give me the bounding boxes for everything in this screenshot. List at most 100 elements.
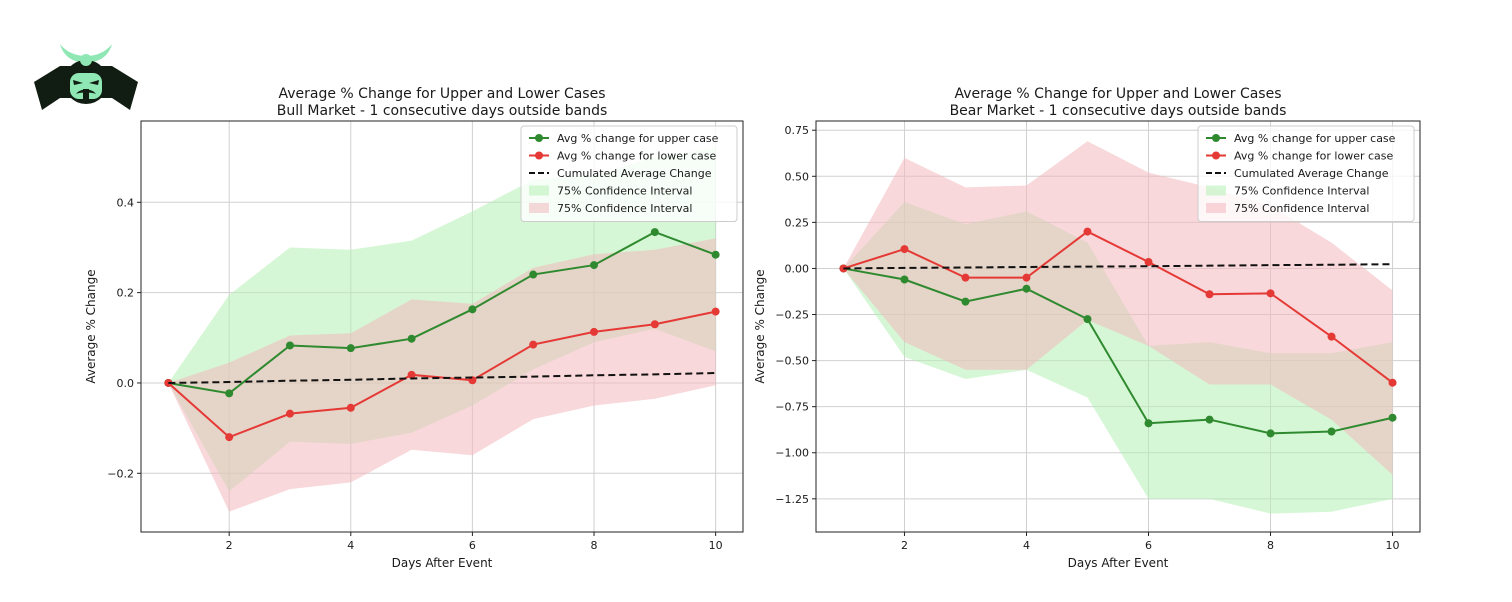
legend-label: Cumulated Average Change — [1234, 167, 1389, 180]
lower-case-point — [650, 320, 659, 329]
legend-label: Avg % change for lower case — [557, 150, 717, 163]
chart-subtitle: Bear Market - 1 consecutive days outside… — [950, 103, 1287, 119]
x-tick-label: 8 — [591, 539, 598, 552]
y-tick-label: 0.2 — [117, 287, 135, 300]
y-axis-label: Average % Change — [84, 269, 98, 383]
lower-case-point — [590, 327, 599, 336]
upper-case-point — [1205, 415, 1214, 424]
lower-case-point — [529, 340, 538, 349]
y-tick-label: 0.0 — [117, 377, 135, 390]
x-tick-label: 6 — [469, 539, 476, 552]
upper-case-point — [711, 250, 720, 259]
upper-case-point — [1083, 315, 1092, 324]
x-tick-label: 10 — [709, 539, 723, 552]
lower-case-point — [1266, 289, 1275, 298]
samurai-helmet-logo-icon — [34, 44, 138, 110]
upper-case-point — [407, 334, 416, 343]
legend-label: Avg % change for upper case — [557, 132, 719, 145]
x-tick-label: 2 — [226, 539, 233, 552]
lower-case-point — [711, 307, 720, 316]
lower-case-point — [1327, 332, 1336, 341]
upper-case-point — [1144, 419, 1153, 428]
y-tick-label: −0.25 — [775, 309, 809, 322]
upper-case-line — [168, 231, 716, 395]
x-axis-label: Days After Event — [1068, 556, 1169, 570]
plot-frame — [140, 120, 744, 533]
x-axis-label: Days After Event — [392, 556, 493, 570]
legend-label: 75% Confidence Interval — [557, 202, 692, 215]
upper-case-point — [590, 261, 599, 270]
y-tick-label: 0.75 — [785, 124, 810, 137]
y-axis-label: Average % Change — [753, 269, 767, 383]
legend-marker-swatch — [535, 134, 543, 142]
upper-case-point — [225, 389, 234, 398]
y-tick-label: −0.2 — [107, 467, 134, 480]
cumulated-average-line — [168, 372, 716, 384]
legend-band-swatch — [1206, 203, 1226, 213]
chart-2: Average % Change for Upper and Lower Cas… — [753, 86, 1421, 570]
upper-case-point — [1327, 427, 1336, 436]
x-tick-label: 10 — [1386, 539, 1400, 552]
lower-case-point — [1083, 227, 1092, 236]
x-tick-label: 2 — [901, 539, 908, 552]
legend-band-swatch — [529, 185, 549, 196]
lower-case-point — [1388, 378, 1397, 387]
legend: Avg % change for upper case Avg % change … — [520, 125, 738, 222]
legend-label: 75% Confidence Interval — [1234, 202, 1369, 215]
legend-box — [1197, 125, 1415, 222]
y-tick-label: −0.75 — [775, 401, 809, 414]
upper-case-point — [1388, 413, 1397, 422]
x-tick-label: 6 — [1145, 539, 1152, 552]
lower-case-point — [1205, 290, 1214, 299]
upper-case-line — [843, 267, 1393, 435]
upper-case-point — [529, 270, 538, 279]
x-tick-label: 8 — [1267, 539, 1274, 552]
y-tick-label: 0.25 — [785, 216, 810, 229]
legend-marker-swatch — [1212, 151, 1220, 160]
upper-case-point — [900, 275, 909, 284]
lower-case-point — [285, 409, 294, 418]
legend-box — [520, 125, 738, 222]
legend-label: 75% Confidence Interval — [557, 185, 692, 198]
lower-case-line — [167, 310, 716, 439]
upper-case-point — [285, 341, 294, 350]
lower-case-point — [225, 433, 234, 442]
cumulated-average-line — [843, 263, 1393, 270]
y-tick-label: −1.25 — [775, 493, 809, 506]
y-tick-label: 0.00 — [785, 262, 810, 275]
legend-marker-swatch — [1212, 134, 1220, 142]
upper-case-point — [1022, 284, 1031, 293]
y-tick-label: 0.50 — [785, 170, 810, 183]
legend-band-swatch — [529, 203, 549, 213]
y-tick-label: −0.50 — [775, 355, 809, 368]
lower-case-point — [1022, 273, 1031, 282]
lower-case-point — [900, 245, 909, 254]
confidence-band-lower — [168, 238, 716, 512]
lower-case-point — [346, 403, 355, 412]
x-tick-label: 4 — [347, 539, 354, 552]
chart-title: Average % Change for Upper and Lower Cas… — [954, 86, 1281, 102]
chart-1: Average % Change for Upper and Lower Cas… — [84, 86, 744, 570]
lower-case-point — [1144, 257, 1153, 266]
legend: Avg % change for upper case Avg % change … — [1197, 125, 1415, 222]
upper-case-point — [961, 297, 970, 306]
plot-frame — [815, 120, 1421, 533]
confidence-band-lower — [843, 141, 1393, 475]
upper-case-point — [650, 228, 659, 237]
upper-case-point — [468, 305, 477, 314]
y-tick-label: 0.4 — [117, 196, 135, 209]
legend-label: Avg % change for upper case — [1234, 132, 1396, 145]
x-tick-label: 4 — [1023, 539, 1030, 552]
y-tick-label: −1.00 — [775, 447, 809, 460]
legend-label: Cumulated Average Change — [557, 167, 712, 180]
lower-case-point — [961, 273, 970, 282]
lower-case-point — [407, 370, 416, 379]
upper-case-point — [1266, 429, 1275, 438]
legend-band-swatch — [1206, 185, 1226, 196]
chart-subtitle: Bull Market - 1 consecutive days outside… — [277, 103, 608, 119]
legend-label: Avg % change for lower case — [1234, 150, 1394, 163]
lower-case-line — [843, 230, 1394, 384]
legend-marker-swatch — [535, 151, 543, 160]
upper-case-point — [346, 344, 355, 353]
